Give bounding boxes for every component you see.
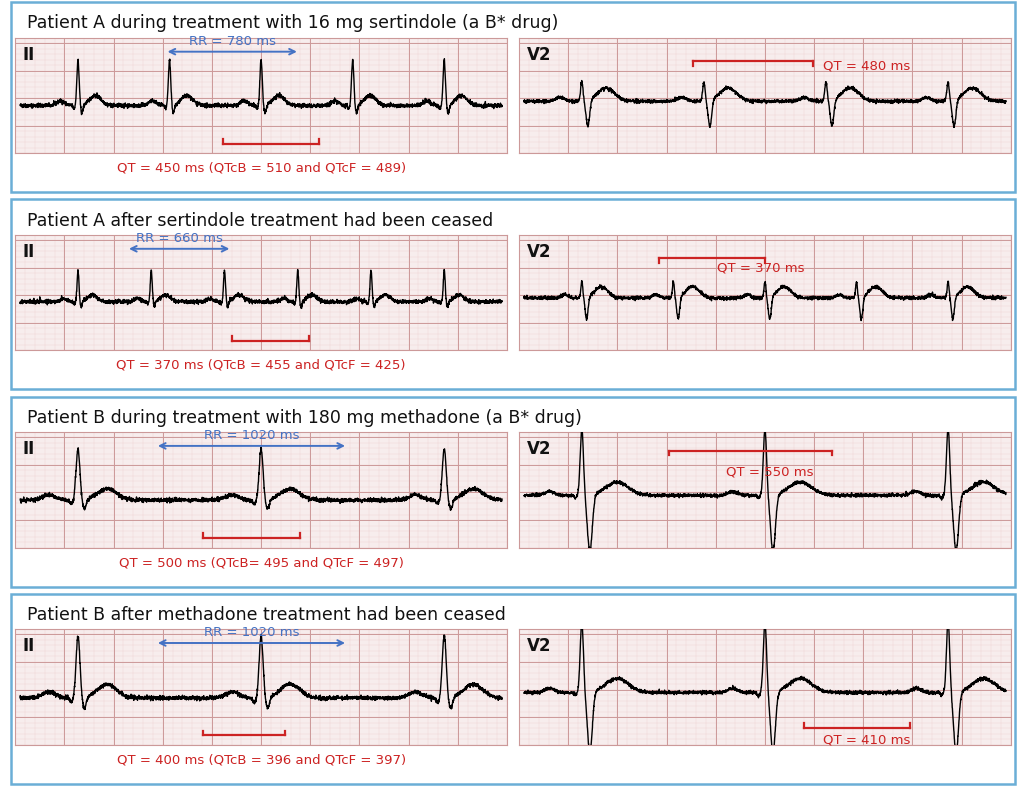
Text: II: II [23, 440, 35, 458]
Text: QT = 370 ms (QTcB = 455 and QTcF = 425): QT = 370 ms (QTcB = 455 and QTcF = 425) [117, 359, 406, 372]
Text: V2: V2 [527, 440, 551, 458]
Text: II: II [23, 46, 35, 64]
Text: RR = 1020 ms: RR = 1020 ms [204, 626, 300, 639]
Text: RR = 1020 ms: RR = 1020 ms [204, 429, 300, 442]
Text: II: II [23, 243, 35, 261]
Text: QT = 550 ms: QT = 550 ms [726, 465, 814, 479]
Text: Patient A after sertindole treatment had been ceased: Patient A after sertindole treatment had… [28, 211, 493, 230]
Text: Patient B during treatment with 180 mg methadone (a B* drug): Patient B during treatment with 180 mg m… [28, 409, 582, 427]
Text: Patient B after methadone treatment had been ceased: Patient B after methadone treatment had … [28, 606, 506, 624]
Text: QT = 500 ms (QTcB= 495 and QTcF = 497): QT = 500 ms (QTcB= 495 and QTcF = 497) [119, 556, 403, 569]
Text: Patient A during treatment with 16 mg sertindole (a B* drug): Patient A during treatment with 16 mg se… [28, 14, 559, 32]
Text: II: II [23, 637, 35, 655]
Text: V2: V2 [527, 46, 551, 64]
Text: QT = 450 ms (QTcB = 510 and QTcF = 489): QT = 450 ms (QTcB = 510 and QTcF = 489) [117, 162, 406, 174]
Text: QT = 400 ms (QTcB = 396 and QTcF = 397): QT = 400 ms (QTcB = 396 and QTcF = 397) [117, 753, 406, 766]
Text: RR = 780 ms: RR = 780 ms [188, 35, 276, 48]
Text: QT = 370 ms: QT = 370 ms [717, 261, 804, 274]
Text: QT = 480 ms: QT = 480 ms [822, 60, 910, 72]
Text: V2: V2 [527, 243, 551, 261]
Text: QT = 410 ms: QT = 410 ms [822, 733, 910, 747]
Text: RR = 660 ms: RR = 660 ms [136, 232, 223, 244]
Text: V2: V2 [527, 637, 551, 655]
